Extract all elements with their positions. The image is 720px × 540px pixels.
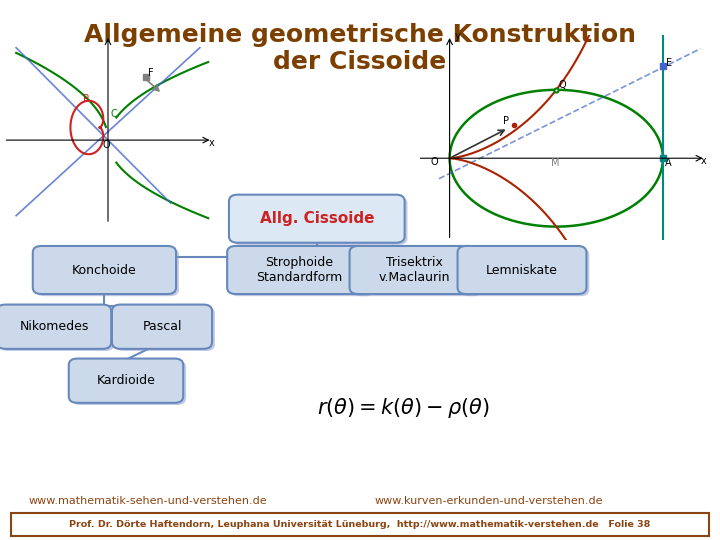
- Text: Konchoide: Konchoide: [72, 264, 137, 276]
- Text: www.mathematik-sehen-und-verstehen.de: www.mathematik-sehen-und-verstehen.de: [29, 496, 267, 506]
- Text: M: M: [551, 158, 559, 168]
- FancyBboxPatch shape: [33, 246, 176, 294]
- Text: O: O: [431, 157, 438, 167]
- Text: www.kurven-erkunden-und-verstehen.de: www.kurven-erkunden-und-verstehen.de: [374, 496, 603, 506]
- Text: P: P: [83, 94, 89, 104]
- Text: y: y: [455, 31, 461, 40]
- Text: $r(\theta) = k(\theta) - \rho(\theta)$: $r(\theta) = k(\theta) - \rho(\theta)$: [317, 396, 490, 420]
- Text: Strophoide
Standardform: Strophoide Standardform: [256, 256, 342, 284]
- Text: Erfindungen: Erfindungen: [647, 259, 662, 364]
- Text: x: x: [701, 156, 706, 166]
- FancyBboxPatch shape: [0, 305, 111, 349]
- FancyBboxPatch shape: [458, 246, 587, 294]
- FancyBboxPatch shape: [349, 246, 478, 294]
- FancyBboxPatch shape: [68, 359, 183, 403]
- Text: O: O: [103, 140, 111, 150]
- Text: Q: Q: [559, 80, 566, 91]
- Text: der Cissoide: der Cissoide: [274, 50, 446, 74]
- FancyBboxPatch shape: [228, 246, 370, 294]
- FancyBboxPatch shape: [461, 248, 590, 296]
- Text: Kardioide: Kardioide: [96, 374, 156, 387]
- Text: E: E: [666, 58, 672, 68]
- Text: Nikomedes: Nikomedes: [19, 320, 89, 333]
- Text: A: A: [665, 158, 672, 168]
- FancyBboxPatch shape: [36, 248, 179, 296]
- Text: Trisektrix
v.Maclaurin: Trisektrix v.Maclaurin: [378, 256, 450, 284]
- Text: x: x: [208, 138, 214, 149]
- Text: F: F: [148, 68, 153, 78]
- Text: Pascal: Pascal: [143, 320, 181, 333]
- Text: P: P: [503, 116, 509, 126]
- FancyBboxPatch shape: [230, 248, 373, 296]
- FancyBboxPatch shape: [0, 307, 114, 351]
- FancyBboxPatch shape: [229, 195, 405, 243]
- FancyBboxPatch shape: [112, 305, 212, 349]
- FancyBboxPatch shape: [232, 197, 408, 245]
- Text: C: C: [110, 109, 117, 119]
- Text: Allg. Cissoide: Allg. Cissoide: [259, 211, 374, 226]
- FancyBboxPatch shape: [72, 361, 186, 405]
- Text: Prof. Dr. Dörte Haftendorn, Leuphana Universität Lüneburg,  http://www.mathemati: Prof. Dr. Dörte Haftendorn, Leuphana Uni…: [69, 520, 651, 529]
- FancyBboxPatch shape: [11, 513, 709, 536]
- FancyBboxPatch shape: [352, 248, 481, 296]
- Text: Lemniskate: Lemniskate: [486, 264, 558, 276]
- Text: ↑↩: ↑↩: [638, 409, 671, 428]
- FancyBboxPatch shape: [115, 307, 215, 351]
- Text: Allgemeine geometrische Konstruktion: Allgemeine geometrische Konstruktion: [84, 23, 636, 47]
